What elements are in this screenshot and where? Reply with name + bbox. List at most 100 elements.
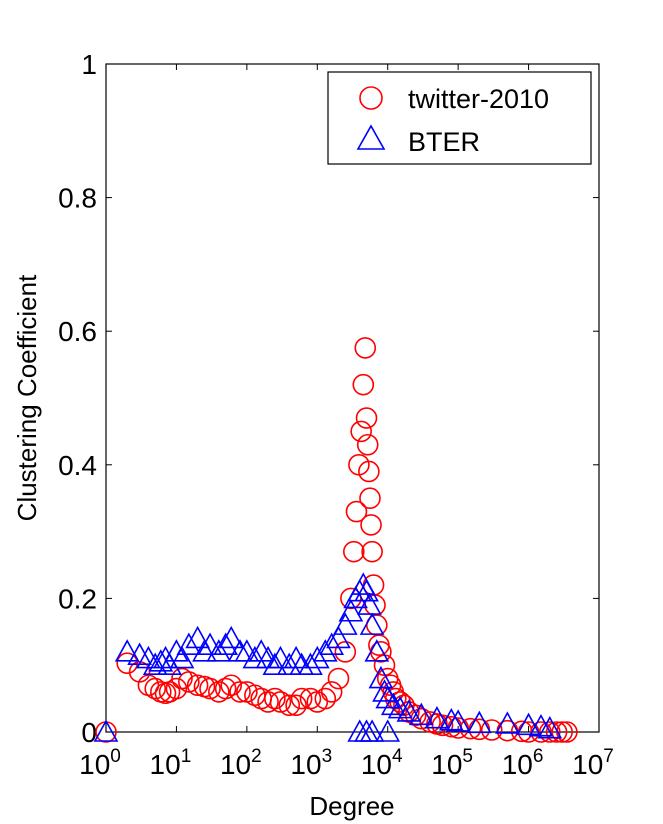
data-point-bter — [298, 652, 323, 675]
x-tick-label: 104 — [361, 746, 403, 780]
y-axis-title: Clustering Coefficient — [12, 274, 42, 521]
data-point-twitter-2010 — [355, 407, 378, 429]
y-tick-label: 0.4 — [58, 450, 97, 481]
data-point-bter — [157, 652, 182, 675]
x-tick-label: 102 — [220, 746, 262, 780]
data-point-bter — [466, 710, 492, 734]
data-point-twitter-2010 — [459, 717, 482, 740]
data-point-twitter-2010 — [350, 420, 372, 443]
data-point-twitter-2010 — [116, 652, 139, 674]
data-point-twitter-2010 — [199, 677, 221, 700]
data-point-bter — [197, 632, 223, 655]
legend-marker-twitter-2010 — [359, 86, 383, 110]
data-point-twitter-2010 — [229, 681, 251, 703]
x-tick-label: 100 — [79, 746, 121, 780]
x-tick-label: 103 — [290, 746, 332, 780]
data-point-bter — [192, 639, 217, 662]
y-tick-labels: 0 0.2 0.4 0.6 0.8 1 — [58, 49, 97, 748]
data-point-twitter-2010 — [356, 433, 379, 456]
data-point-twitter-2010 — [530, 721, 552, 743]
data-point-twitter-2010 — [359, 487, 381, 510]
data-point-bter — [537, 715, 563, 739]
data-point-bter — [176, 632, 202, 655]
data-point-bter — [528, 713, 554, 737]
data-point-twitter-2010 — [431, 714, 454, 737]
data-point-twitter-2010 — [538, 721, 561, 743]
data-point-twitter-2010 — [165, 677, 188, 700]
data-point-bter — [516, 712, 541, 736]
data-point-bter — [93, 719, 119, 742]
data-point-twitter-2010 — [358, 460, 380, 483]
y-tick-label: 1 — [81, 49, 97, 80]
data-point-bter — [312, 639, 338, 662]
y-tick-label: 0 — [81, 717, 97, 748]
data-point-bter — [424, 705, 450, 729]
data-point-twitter-2010 — [334, 641, 357, 663]
y-tick-label: 0.2 — [58, 583, 97, 614]
data-point-bter — [319, 632, 345, 655]
data-point-bter — [142, 652, 168, 675]
data-point-bter — [242, 645, 268, 669]
data-point-twitter-2010 — [361, 540, 383, 563]
data-point-bter — [396, 699, 422, 722]
series-bter — [93, 572, 563, 742]
data-point-bter — [357, 592, 382, 615]
data-point-bter — [338, 599, 364, 622]
y-tick-label: 0.8 — [58, 183, 97, 214]
legend-label-bter: BTER — [408, 127, 480, 157]
data-point-bter — [276, 652, 302, 675]
data-point-bter — [213, 632, 239, 655]
data-point-bter — [359, 612, 385, 635]
data-point-bter — [304, 645, 330, 669]
data-point-twitter-2010 — [354, 337, 377, 359]
legend-marker-bter — [356, 124, 386, 150]
data-point-bter — [326, 625, 351, 649]
legend-label-twitter-2010: twitter-2010 — [408, 84, 549, 114]
data-point-bter — [268, 645, 293, 669]
data-point-bter — [283, 645, 309, 669]
data-point-twitter-2010 — [214, 677, 237, 700]
data-point-twitter-2010 — [352, 373, 375, 396]
data-point-twitter-2010 — [345, 500, 368, 523]
data-point-bter — [408, 702, 434, 726]
data-point-twitter-2010 — [178, 671, 200, 693]
data-point-bter — [375, 719, 401, 742]
data-point-bter — [332, 612, 358, 635]
data-point-twitter-2010 — [404, 704, 427, 727]
data-point-twitter-2010 — [384, 687, 407, 710]
data-point-twitter-2010 — [327, 667, 350, 690]
data-point-twitter-2010 — [545, 721, 568, 743]
data-point-twitter-2010 — [551, 721, 573, 743]
data-point-bter — [380, 692, 406, 716]
data-point-bter — [364, 639, 390, 662]
data-point-twitter-2010 — [480, 719, 503, 741]
axis-ticks — [105, 63, 600, 733]
data-point-twitter-2010 — [360, 514, 382, 536]
data-point-twitter-2010 — [285, 694, 307, 717]
x-axis-title: Degree — [309, 791, 394, 821]
data-point-bter — [359, 719, 385, 742]
data-point-twitter-2010 — [290, 687, 313, 710]
data-point-bter — [164, 639, 189, 662]
data-point-bter — [218, 625, 244, 649]
x-tick-label: 101 — [150, 746, 192, 780]
x-tick-labels: 100 101 102 103 104 105 106 107 — [79, 746, 614, 780]
data-point-bter — [185, 625, 210, 649]
data-point-bter — [445, 709, 471, 732]
data-point-bter — [438, 707, 464, 731]
data-point-twitter-2010 — [343, 540, 365, 563]
data-point-twitter-2010 — [144, 677, 167, 700]
data-point-twitter-2010 — [264, 687, 286, 710]
x-tick-label: 106 — [502, 746, 544, 780]
data-point-bter — [169, 645, 195, 669]
data-point-twitter-2010 — [186, 674, 209, 697]
x-tick-label: 107 — [572, 746, 614, 780]
data-point-twitter-2010 — [320, 681, 343, 703]
data-point-bter — [375, 685, 401, 709]
data-point-twitter-2010 — [314, 687, 337, 710]
data-point-bter — [262, 652, 288, 675]
data-point-bter — [206, 639, 232, 662]
y-tick-label: 0.6 — [58, 316, 97, 347]
data-point-twitter-2010 — [278, 694, 301, 717]
